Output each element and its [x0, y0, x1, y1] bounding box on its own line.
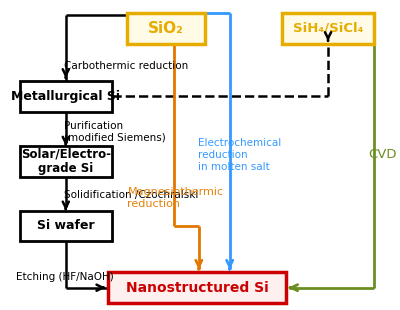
Text: Si wafer: Si wafer: [37, 219, 94, 232]
Text: Etching (HF/NaOH): Etching (HF/NaOH): [16, 272, 114, 282]
FancyBboxPatch shape: [20, 146, 112, 177]
Text: SiO₂: SiO₂: [148, 21, 184, 36]
FancyBboxPatch shape: [20, 210, 112, 241]
Text: CVD: CVD: [368, 148, 396, 162]
Text: Solar/Electro-
grade Si: Solar/Electro- grade Si: [21, 147, 111, 175]
Text: SiH₄/SiCl₄: SiH₄/SiCl₄: [293, 22, 363, 35]
Text: Magnesiothermic
reduction: Magnesiothermic reduction: [128, 188, 224, 209]
FancyBboxPatch shape: [108, 272, 286, 303]
Text: Carbothermic reduction: Carbothermic reduction: [64, 60, 188, 70]
Text: Metallurgical Si: Metallurgical Si: [11, 90, 120, 103]
Text: Electrochemical
reduction
in molten salt: Electrochemical reduction in molten salt: [198, 138, 281, 172]
FancyBboxPatch shape: [128, 13, 205, 44]
FancyBboxPatch shape: [20, 81, 112, 112]
FancyBboxPatch shape: [282, 13, 374, 44]
Text: Solidification /Czochralski: Solidification /Czochralski: [64, 190, 198, 200]
Text: Nanostructured Si: Nanostructured Si: [126, 281, 268, 295]
Text: Purification
(modified Siemens): Purification (modified Siemens): [64, 121, 166, 143]
